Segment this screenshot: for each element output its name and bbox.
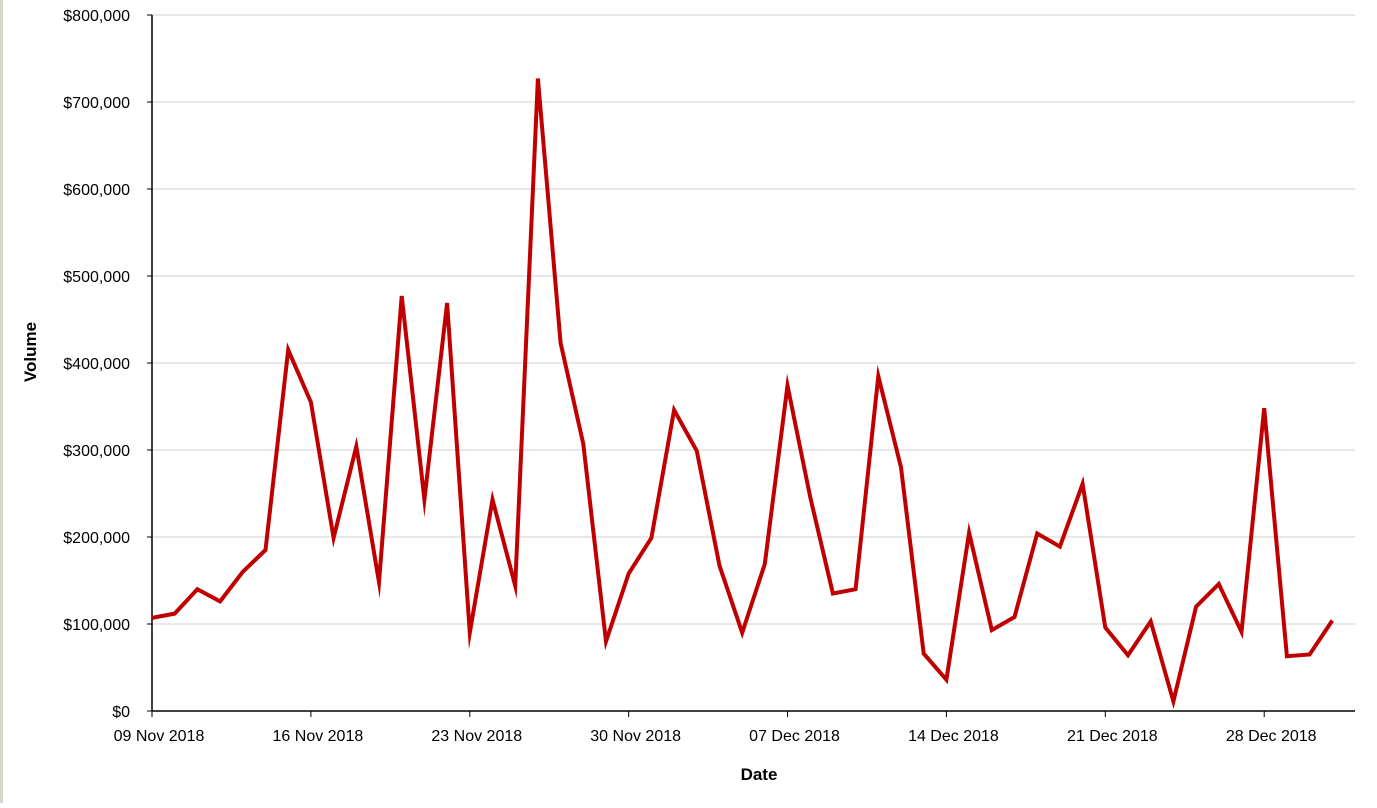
x-tick-label: 30 Nov 2018 <box>590 728 681 745</box>
y-tick-label: $200,000 <box>63 530 130 547</box>
x-tick-label: 14 Dec 2018 <box>908 728 999 745</box>
left-edge-border <box>0 0 3 803</box>
y-axis-title: Volume <box>21 322 40 382</box>
x-tick-labels: 09 Nov 2018 16 Nov 2018 23 Nov 2018 30 Nov … <box>114 728 1317 745</box>
y-tick-label: $300,000 <box>63 443 130 460</box>
x-axis-title: Date <box>741 765 778 784</box>
x-tick-label: 28 Dec 2018 <box>1226 728 1317 745</box>
y-tick-label: $500,000 <box>63 269 130 286</box>
x-tick-label: 07 Dec 2018 <box>749 728 840 745</box>
y-tick-label: $400,000 <box>63 356 130 373</box>
y-tick-label: $600,000 <box>63 182 130 199</box>
y-tick-labels: $0 $100,000 $200,000 $300,000 $400,000 $500,0… <box>63 8 130 721</box>
y-tick-label: $800,000 <box>63 8 130 25</box>
series-volume <box>152 79 1332 702</box>
x-tick-label: 16 Nov 2018 <box>273 728 364 745</box>
x-tick-label: 21 Dec 2018 <box>1067 728 1158 745</box>
x-tick-label: 09 Nov 2018 <box>114 728 205 745</box>
series-line <box>152 79 1332 702</box>
x-tick-label: 23 Nov 2018 <box>431 728 522 745</box>
y-tick-label: $0 <box>112 704 130 721</box>
y-tick-label: $100,000 <box>63 617 130 634</box>
y-tick-label: $700,000 <box>63 95 130 112</box>
